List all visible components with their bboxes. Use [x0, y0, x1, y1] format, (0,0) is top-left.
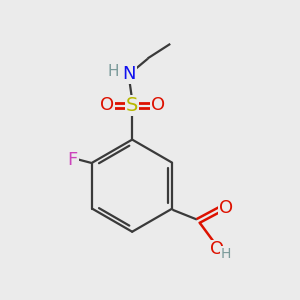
- Text: F: F: [68, 151, 78, 169]
- Text: O: O: [219, 199, 233, 217]
- Text: H: H: [221, 247, 231, 261]
- Text: N: N: [122, 65, 136, 83]
- Text: O: O: [100, 96, 114, 114]
- Text: O: O: [210, 240, 224, 258]
- Text: O: O: [151, 96, 165, 114]
- Text: H: H: [107, 64, 118, 79]
- Text: S: S: [126, 96, 138, 115]
